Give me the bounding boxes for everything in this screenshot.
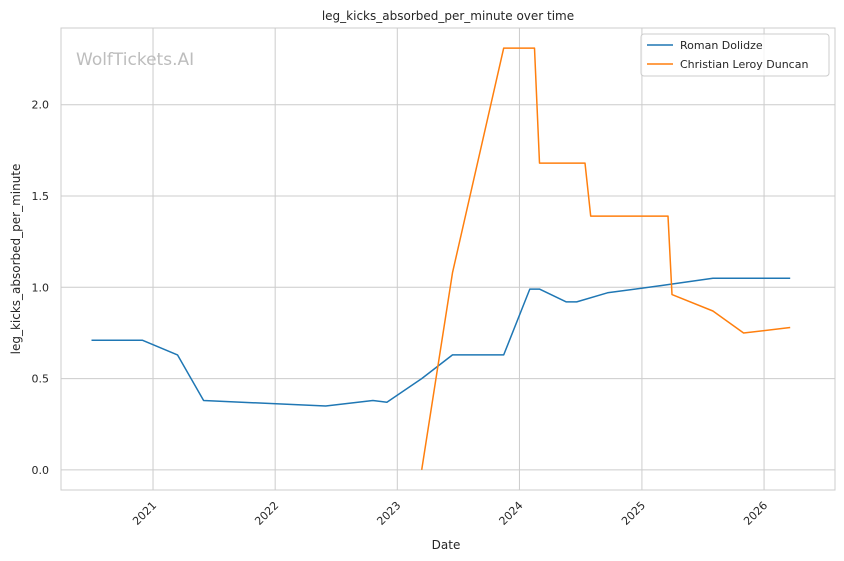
y-tick-label: 1.5 bbox=[32, 190, 50, 203]
x-tick-label: 2026 bbox=[741, 499, 770, 528]
x-axis-label: Date bbox=[432, 538, 461, 552]
plot-area bbox=[61, 28, 835, 490]
x-tick-label: 2021 bbox=[130, 499, 159, 528]
legend-label-christian-leroy-duncan: Christian Leroy Duncan bbox=[680, 58, 808, 71]
x-tick-labels: 2021 2022 2023 2024 2025 2026 bbox=[130, 499, 770, 528]
plot-frame bbox=[60, 27, 836, 491]
legend-box bbox=[640, 33, 830, 77]
grid bbox=[61, 28, 835, 490]
series-line-christian-leroy-duncan bbox=[420, 47, 791, 471]
legend: Roman Dolidze Christian Leroy Duncan bbox=[640, 33, 830, 77]
series-layer bbox=[91, 47, 791, 471]
x-tick-label: 2022 bbox=[252, 499, 281, 528]
y-tick-label: 0.5 bbox=[32, 373, 50, 386]
y-tick-labels: 0.0 0.5 1.0 1.5 2.0 bbox=[32, 99, 50, 477]
legend-label-roman-dolidze: Roman Dolidze bbox=[680, 39, 763, 52]
series-line-roman-dolidze bbox=[91, 277, 791, 407]
x-tick-label: 2023 bbox=[374, 499, 403, 528]
x-tick-label: 2025 bbox=[619, 499, 648, 528]
x-tick-label: 2024 bbox=[497, 499, 526, 528]
chart-title: leg_kicks_absorbed_per_minute over time bbox=[322, 9, 574, 23]
y-tick-label: 0.0 bbox=[32, 464, 50, 477]
y-tick-label: 2.0 bbox=[32, 99, 50, 112]
y-tick-label: 1.0 bbox=[32, 281, 50, 294]
y-axis-label: leg_kicks_absorbed_per_minute bbox=[9, 164, 23, 355]
watermark: WolfTickets.AI bbox=[76, 50, 194, 70]
